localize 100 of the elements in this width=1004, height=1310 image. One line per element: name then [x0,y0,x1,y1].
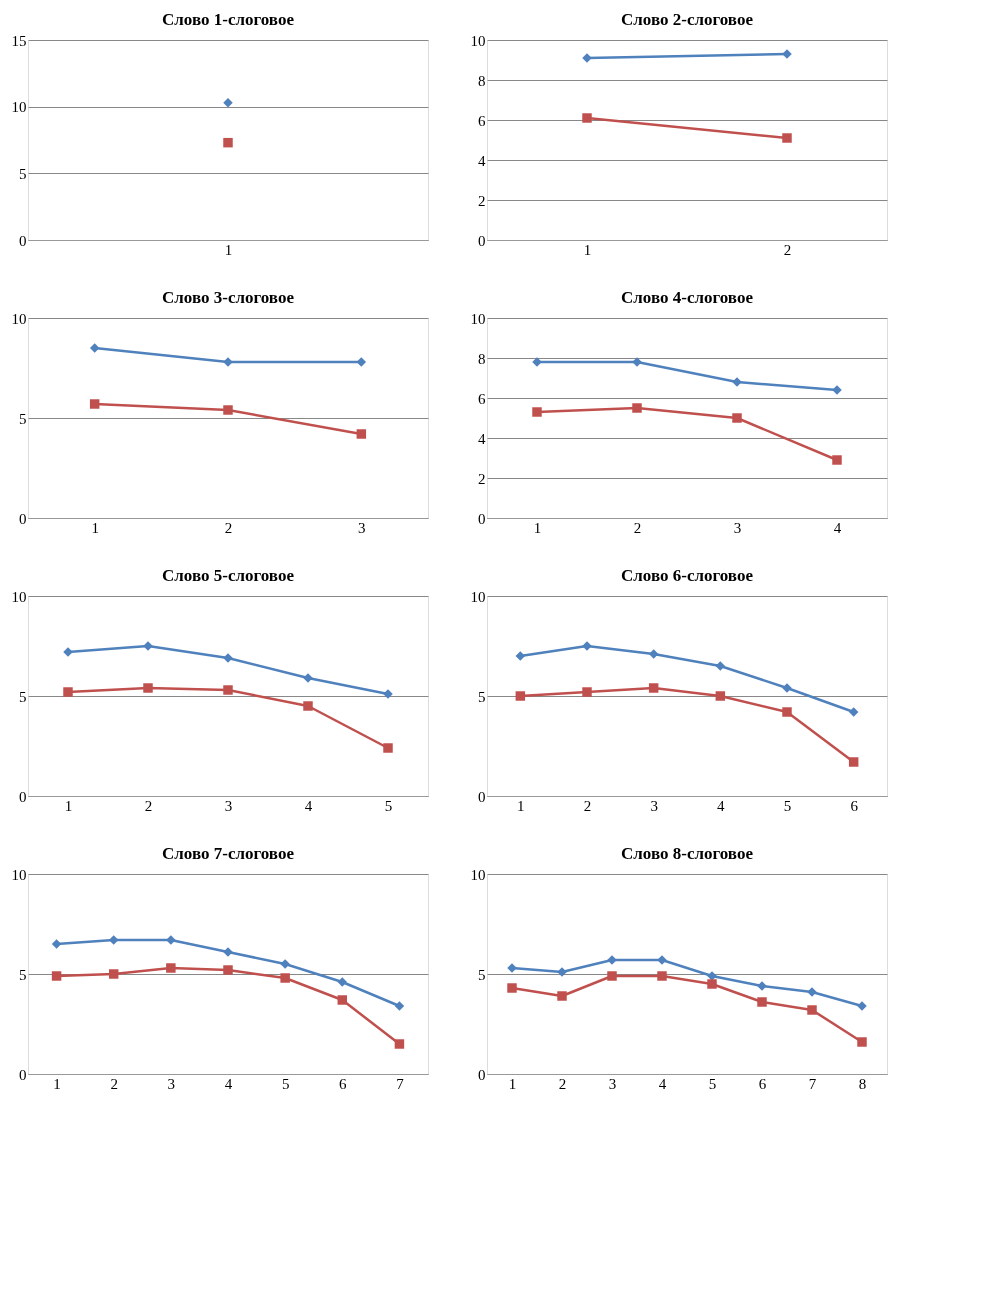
point [648,649,659,659]
point [848,757,859,767]
y-tick-label: 10 [470,866,486,883]
point [223,405,233,415]
point [223,965,233,975]
y-tick-label: 4 [478,430,486,447]
chart-title: Слово 5-слоговое [162,566,295,585]
point [51,971,62,981]
y-tick-label: 10 [11,866,27,883]
x-tick-label: 4 [304,797,313,814]
x-tick-label: 2 [783,241,792,258]
x-tick-label: 1 [91,519,99,536]
x-tick-label: 3 [224,797,233,814]
point [582,113,592,123]
point [757,997,767,1007]
point [632,403,642,413]
x-tick-label: 4 [717,797,726,814]
point [782,707,792,717]
y-tick-label: 8 [478,350,486,367]
x-tick-label: 4 [224,1075,233,1092]
point [280,973,290,983]
point [143,683,153,693]
x-tick-label: 6 [850,797,859,814]
x-tick-label: 7 [808,1075,817,1092]
y-tick-label: 2 [478,192,486,209]
x-tick-label: 3 [358,519,366,536]
point [223,685,233,695]
point [857,1037,867,1047]
y-tick-label: 4 [478,152,486,169]
point [848,707,859,717]
y-tick-label: 5 [19,966,27,983]
y-tick-label: 15 [11,32,27,49]
x-tick-label: 1 [224,241,233,258]
point [303,701,313,711]
chart-title: Слово 4-слоговое [621,288,754,307]
point [89,343,100,353]
y-tick-label: 0 [478,788,486,805]
y-tick-label: 10 [11,588,27,605]
chart-title: Слово 8-слоговое [621,844,754,863]
x-tick-label: 2 [558,1075,567,1092]
point [383,743,393,753]
point [607,971,617,981]
x-tick-label: 1 [53,1075,61,1092]
y-tick-label: 0 [19,1066,27,1083]
point [515,651,526,661]
y-tick-label: 10 [470,588,486,605]
chart-title: Слово 7-слоговое [162,844,295,863]
point [166,963,176,973]
point [648,683,659,693]
point [557,991,567,1001]
y-tick-label: 5 [478,966,486,983]
point [782,133,792,143]
point [356,429,367,439]
y-tick-label: 8 [478,72,486,89]
x-tick-label: 5 [384,797,393,814]
y-tick-label: 5 [19,688,27,705]
y-tick-label: 10 [11,310,27,327]
y-tick-label: 2 [478,470,486,487]
y-tick-label: 10 [11,99,27,116]
x-tick-label: 2 [144,797,153,814]
x-tick-label: 1 [533,519,542,536]
point [507,983,517,993]
x-tick-label: 5 [783,797,792,814]
chart-title: Слово 3-слоговое [162,288,295,307]
point [394,1001,405,1011]
point [732,413,742,423]
x-tick-label: 1 [508,1075,517,1092]
chart-title: Слово 2-слоговое [621,10,754,29]
y-tick-label: 10 [470,310,486,327]
y-tick-label: 0 [478,1066,486,1083]
x-tick-label: 3 [167,1075,176,1092]
y-tick-label: 0 [478,232,486,249]
x-tick-label: 1 [583,241,592,258]
point [337,995,348,1005]
y-tick-label: 5 [19,165,27,182]
x-tick-label: 3 [733,519,742,536]
x-tick-label: 6 [758,1075,767,1092]
point [715,661,726,671]
x-tick-label: 2 [110,1075,118,1092]
point [657,971,667,981]
point [832,455,842,465]
x-tick-label: 2 [224,519,233,536]
x-tick-label: 7 [396,1075,405,1092]
chart-title: Слово 6-слоговое [621,566,754,585]
point [707,979,717,989]
y-tick-label: 5 [478,688,486,705]
point [515,691,526,701]
x-tick-label: 4 [833,519,842,536]
x-tick-label: 5 [708,1075,717,1092]
point [807,1005,817,1015]
point [356,357,367,367]
y-tick-label: 0 [478,510,486,527]
chart-title: Слово 1-слоговое [162,10,295,29]
point [108,969,119,979]
y-tick-label: 10 [470,32,486,49]
x-tick-label: 3 [650,797,658,814]
point [63,687,73,697]
x-tick-label: 5 [281,1075,290,1092]
x-tick-label: 2 [583,797,592,814]
point [51,939,62,949]
